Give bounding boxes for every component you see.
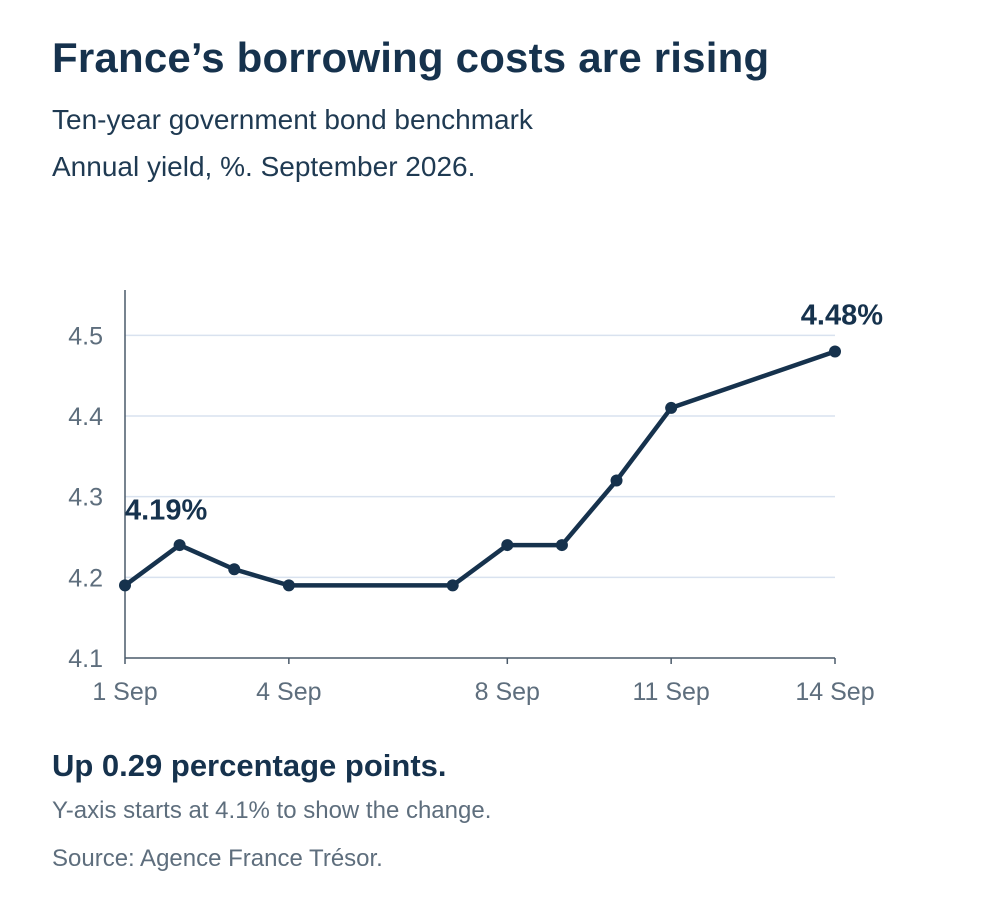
data-point [173,539,186,552]
y-tick-label: 4.1 [68,645,103,673]
x-tick-label: 11 Sep [632,678,709,706]
data-point [446,579,459,592]
gridlines [125,334,835,579]
x-tick-label: 14 Sep [795,678,874,706]
axis-note: Y-axis starts at 4.1% to show the change… [52,797,492,824]
y-tick-label: 4.5 [68,322,103,350]
data-series [119,345,841,592]
data-point [119,579,131,592]
tick-labels: 4.1 4.2 4.3 4.4 4.5 1 Sep 4 Sep 8 Sep 11 Sep 14 S… [68,322,874,706]
data-point [228,563,241,576]
data-label: 4.48% [801,299,883,331]
data-point [555,539,568,552]
y-tick-label: 4.3 [68,484,103,512]
data-point [829,345,841,358]
data-point [501,539,514,552]
series-line [122,349,838,588]
data-point [665,401,678,414]
chart-subtitle-units: Annual yield, %. September 2026. [52,151,476,182]
data-point [282,579,295,592]
x-tick-label: 8 Sep [475,678,540,706]
data-label: 4.19% [125,494,207,526]
y-tick-label: 4.4 [68,403,103,431]
chart-subtitle: Ten-year government bond benchmark [52,104,533,135]
source-note: Source: Agence France Trésor. [52,845,383,872]
summary-text: Up 0.29 percentage points. [52,748,447,783]
data-point [610,474,623,487]
axes [124,290,836,664]
y-tick-label: 4.2 [68,564,103,592]
line-chart: 4.1 4.2 4.3 4.4 4.5 1 Sep 4 Sep 8 Sep 11 Sep 14 S… [68,290,883,706]
annotations: 4.19% 4.48% [125,299,883,526]
x-tick-label: 4 Sep [256,678,321,706]
x-tick-label: 1 Sep [92,678,157,706]
chart-title: France’s borrowing costs are rising [52,34,770,81]
